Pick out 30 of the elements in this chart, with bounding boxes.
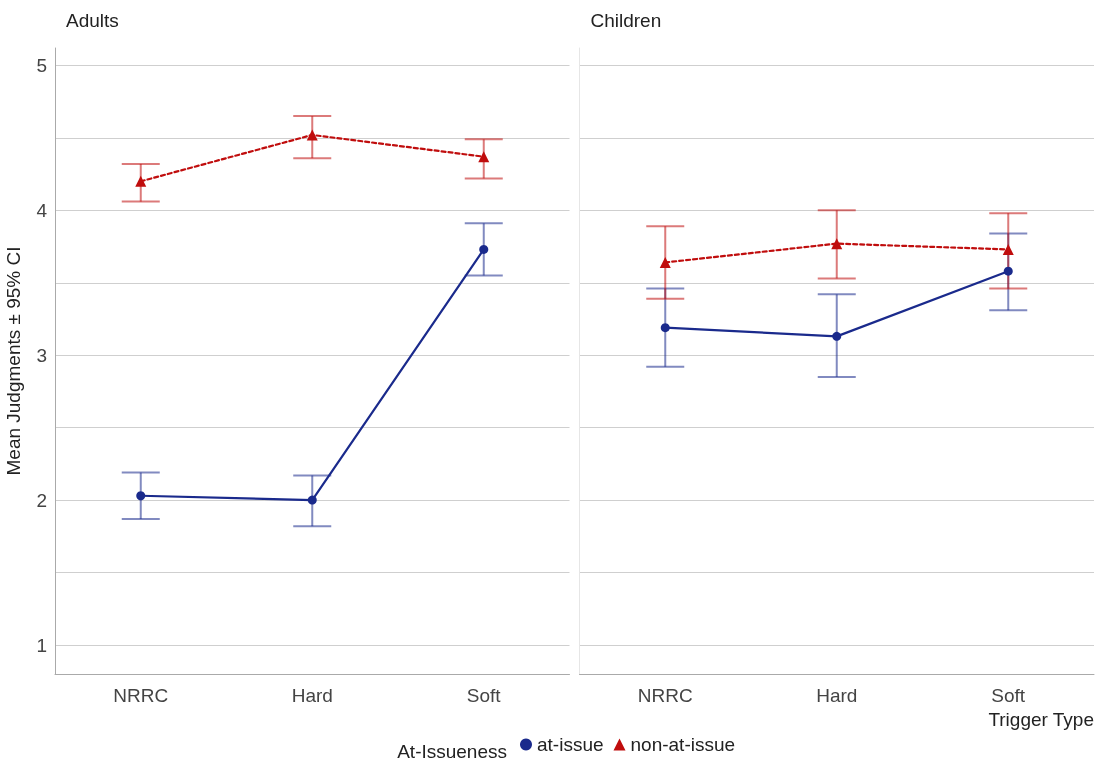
point [660,323,670,333]
chart-title: Adults [66,10,119,31]
x-tick-label: Soft [991,685,1026,706]
legend-label: at-issue [537,734,604,755]
point [135,175,147,187]
x-tick-label: Hard [291,685,333,706]
point [1003,266,1013,276]
x-tick-label: Hard [816,685,858,706]
y-axis-title: Mean Judgments ± 95% CI [3,246,24,476]
x-tick-label: NRRC [637,685,693,706]
x-tick-label: Soft [466,685,502,706]
y-tick-label: 5 [36,54,47,76]
y-tick-label: 2 [36,489,47,511]
x-tick-label: NRRC [113,685,169,706]
legend-label: non-at-issue [630,734,736,755]
point [307,495,317,505]
point [1002,243,1014,255]
y-tick-label: 4 [36,199,48,221]
legend-title: At-Issueness [397,741,507,762]
point [831,238,843,250]
chart-title: Children [590,10,662,31]
y-tick-label: 1 [36,634,47,656]
point [306,129,318,141]
point [659,256,671,268]
y-tick-label: 3 [36,344,47,366]
x-axis-title: Trigger Type [988,709,1094,730]
point [479,244,489,254]
point [478,151,490,163]
point [136,491,146,501]
point [832,331,842,341]
